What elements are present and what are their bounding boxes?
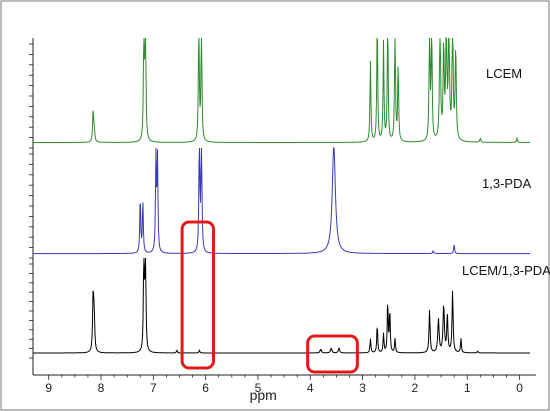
- x-axis: 9 8 7 6 5 4 3 2 1 0: [33, 374, 536, 395]
- y-axis: [29, 38, 34, 375]
- x-tick-label: 7: [150, 381, 157, 395]
- spectrum-line: [33, 257, 530, 354]
- series-label: 1,3-PDA: [482, 176, 531, 191]
- series-label: LCEM: [486, 66, 522, 81]
- series-labels: LCEM 1,3-PDA LCEM/1,3-PDA: [462, 66, 550, 278]
- x-tick-label: 6: [202, 381, 209, 395]
- x-tick-label: 3: [359, 381, 366, 395]
- x-tick-label: 1: [464, 381, 471, 395]
- highlight-box: [180, 220, 215, 370]
- x-tick-label: 8: [98, 381, 105, 395]
- x-tick-label: 5: [255, 381, 262, 395]
- spectrum-line: [33, 37, 530, 143]
- x-tick-label: 2: [412, 381, 419, 395]
- highlight-box: [306, 334, 359, 374]
- x-axis-title: ppm: [250, 387, 277, 403]
- series-label: LCEM/1,3-PDA: [462, 263, 550, 278]
- spectrum-line: [33, 147, 530, 255]
- x-tick-label: 9: [45, 381, 52, 395]
- highlight-boxes: [180, 220, 359, 374]
- x-tick-label: 4: [307, 381, 314, 395]
- x-tick-label: 0: [516, 381, 523, 395]
- spectra-traces: [33, 37, 530, 354]
